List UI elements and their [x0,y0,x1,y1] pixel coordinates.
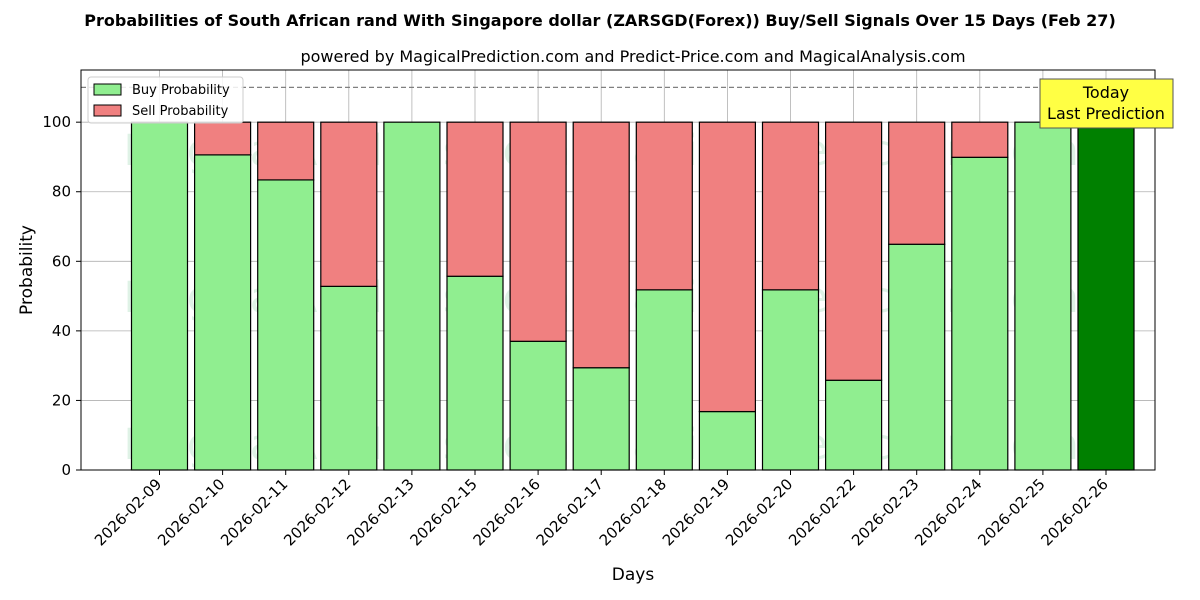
bar-buy [824,379,883,471]
bar-buy [1077,121,1135,471]
today-label: Last Prediction [1047,104,1165,123]
legend-swatch [93,104,122,117]
bar-sell [951,121,1009,158]
bars [130,121,1135,471]
bar-sell [635,121,693,291]
bar-sell [888,121,946,245]
bar-sell [320,121,378,287]
bar-sell [194,121,252,156]
bar-sell [446,121,504,277]
bar-buy [635,289,693,471]
bar-buy [572,367,630,471]
legend-label: Buy Probability [132,83,230,98]
bar-buy [320,285,378,471]
y-tick-label: 80 [52,183,71,201]
legend: Buy Probability Sell Probability [87,76,244,124]
legend-label: Sell Probability [132,104,229,119]
bar-sell [509,121,567,342]
y-tick-label: 100 [42,113,71,131]
bar-sell [761,121,820,291]
bar-buy [761,289,820,471]
bar-buy [888,243,946,471]
legend-swatch [93,83,122,96]
chart-title: Probabilities of South African rand With… [84,11,1116,30]
bar-buy [446,275,504,471]
bar-buy [257,179,315,471]
y-axis-label: Probability [17,225,37,315]
x-axis-label: Days [612,565,655,585]
today-box [1039,78,1174,129]
bar-buy [951,156,1009,471]
bar-buy [194,154,252,471]
y-tick-label: 20 [52,391,71,409]
bar-sell [824,121,883,381]
today-annotation: Today Last Prediction [1039,78,1174,129]
legend-box [87,76,244,124]
bar-sell [572,121,630,369]
y-axis: 0 20 40 60 80 100 [42,113,81,479]
bar-buy [1014,121,1072,471]
bar-sell [257,121,315,181]
y-tick-label: 40 [52,322,71,340]
chart-subtitle: powered by MagicalPrediction.com and Pre… [300,47,965,66]
y-tick-label: 60 [52,252,71,270]
y-tick-label: 0 [61,461,71,479]
today-label: Today [1082,83,1129,102]
bar-buy [130,121,189,471]
bar-buy [509,340,567,471]
bar-buy [698,410,757,471]
bar-buy [383,121,441,471]
plot-frame [80,69,1156,471]
bar-sell [698,121,757,413]
